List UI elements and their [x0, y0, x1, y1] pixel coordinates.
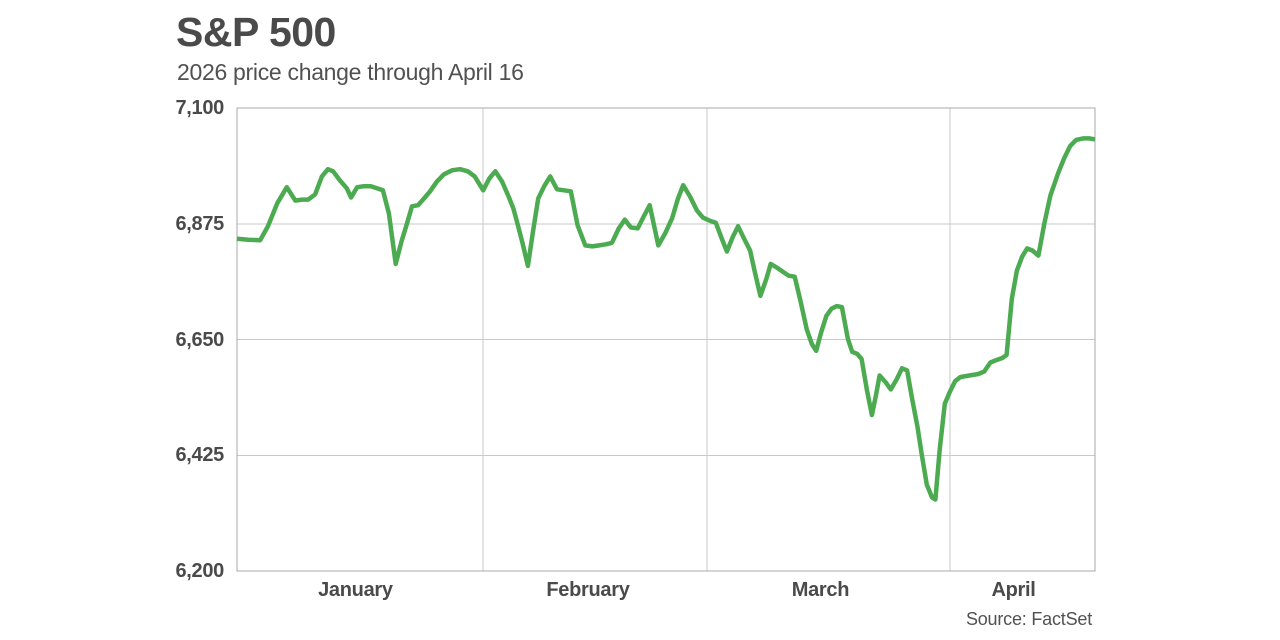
- x-axis-label-april: April: [991, 579, 1036, 601]
- price-line: [236, 136, 1096, 502]
- x-axis-label-march: March: [791, 579, 850, 601]
- x-axis-label-january: January: [318, 579, 393, 601]
- y-axis-label-7100: 7,100: [175, 97, 224, 119]
- chart-subtitle: 2026 price change through April 16: [177, 59, 524, 85]
- horizontal-gridlines: [237, 107, 1095, 572]
- x-axis-label-february: February: [546, 579, 630, 601]
- source-attribution: Source: FactSet: [965, 609, 1092, 629]
- y-axis-label-6425: 6,425: [175, 444, 224, 467]
- y-axis-label-6650: 6,650: [175, 328, 224, 351]
- y-axis-label-6200: 6,200: [175, 560, 224, 582]
- y-axis-label-6875: 6,875: [175, 212, 224, 235]
- chart-title: S&P 500: [176, 9, 336, 55]
- plot-frame: [236, 107, 1096, 572]
- vertical-gridlines: [482, 108, 951, 571]
